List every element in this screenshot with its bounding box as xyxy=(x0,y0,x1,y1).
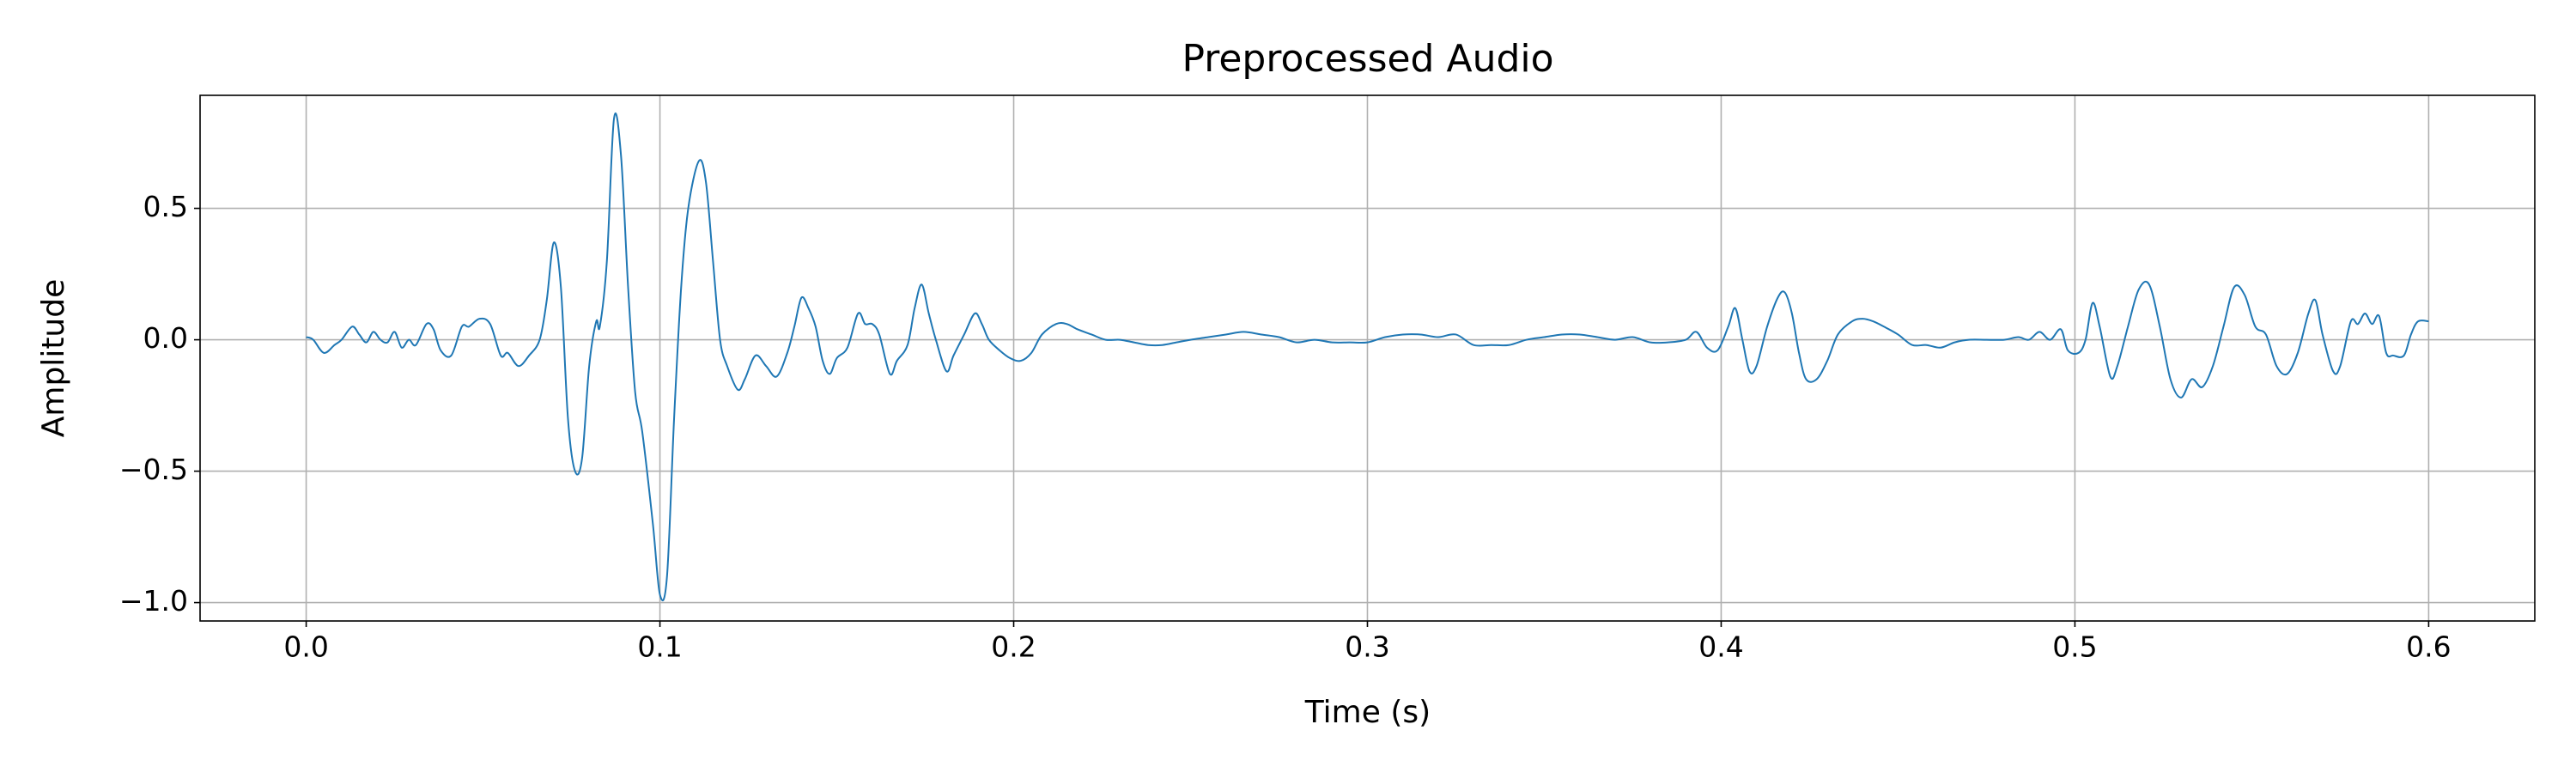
x-tick-label: 0.1 xyxy=(637,630,682,664)
x-axis-label: Time (s) xyxy=(1304,695,1431,730)
waveform-line xyxy=(306,113,2429,602)
y-tick-label: 0.5 xyxy=(143,190,188,223)
y-tick-label: −1.0 xyxy=(119,584,188,618)
chart-title: Preprocessed Audio xyxy=(1182,37,1553,81)
x-tick-label: 0.4 xyxy=(1698,630,1743,664)
x-tick-label: 0.5 xyxy=(2052,630,2097,664)
x-tick-label: 0.2 xyxy=(991,630,1036,664)
x-tick-label: 0.0 xyxy=(283,630,328,664)
y-tick-label: −0.5 xyxy=(119,453,188,486)
plot-frame xyxy=(199,94,2536,622)
y-tick-label: 0.0 xyxy=(143,321,188,355)
x-tick-label: 0.6 xyxy=(2406,630,2451,664)
x-tick-label: 0.3 xyxy=(1345,630,1389,664)
y-axis-label: Amplitude xyxy=(36,279,71,437)
